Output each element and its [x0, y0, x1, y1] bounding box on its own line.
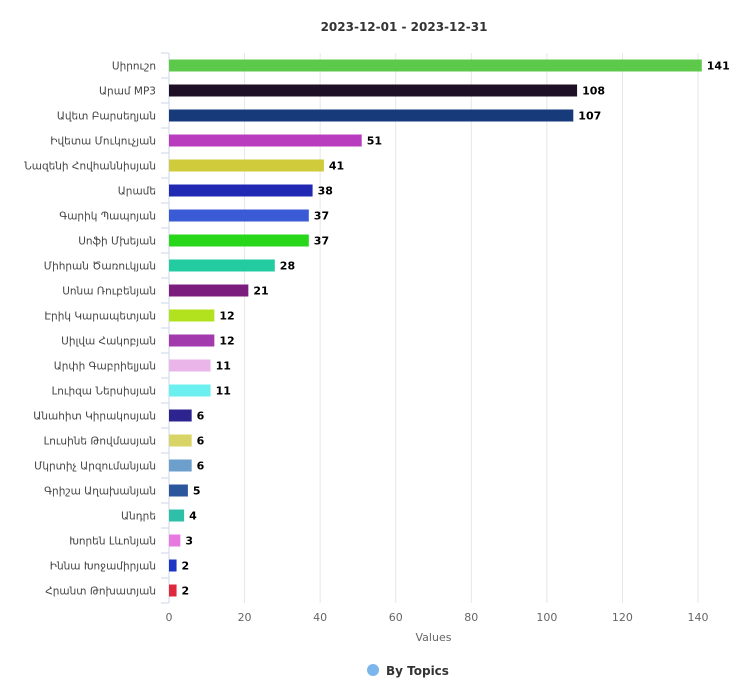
- bar: [169, 109, 574, 122]
- data-label: 38: [318, 185, 333, 198]
- data-label: 107: [578, 110, 601, 123]
- bar: [169, 259, 275, 272]
- x-tick-label: 100: [536, 611, 557, 624]
- data-label: 6: [197, 435, 205, 448]
- data-label: 11: [216, 385, 231, 398]
- category-label: Հրանտ Թոխատյան: [45, 586, 156, 598]
- category-label: Անահիտ Կիրակոսյան: [33, 411, 156, 423]
- bar: [169, 484, 188, 497]
- bar: [169, 534, 181, 547]
- data-label: 5: [193, 485, 201, 498]
- data-label: 4: [189, 510, 197, 523]
- category-label: Սիլվա Հակոբյան: [61, 336, 156, 348]
- category-label: Սիրուշո: [112, 61, 156, 73]
- bar: [169, 284, 249, 297]
- x-tick-label: 140: [688, 611, 709, 624]
- data-label: 37: [314, 235, 329, 248]
- category-label: Արամ MP3: [99, 86, 156, 98]
- category-label: Լուսինե Թովմասյան: [44, 436, 156, 448]
- data-label: 6: [197, 410, 205, 423]
- category-label: Միհրան Ծառուկյան: [44, 261, 156, 273]
- data-label: 21: [253, 285, 268, 298]
- category-label: Արփի Գաբրիելյան: [54, 361, 156, 373]
- category-label: Սոֆի Մխեյան: [78, 236, 156, 248]
- x-tick-label: 20: [238, 611, 252, 624]
- data-label: 37: [314, 210, 329, 223]
- category-label: Գարիկ Պապոյան: [59, 211, 156, 223]
- data-label: 12: [219, 310, 234, 323]
- data-label: 12: [219, 335, 234, 348]
- bar: [169, 84, 578, 97]
- bar: [169, 459, 192, 472]
- bar: [169, 559, 177, 572]
- bar: [169, 384, 211, 397]
- x-tick-label: 60: [389, 611, 403, 624]
- data-label: 6: [197, 460, 205, 473]
- bar: [169, 134, 362, 147]
- bar: [169, 59, 702, 72]
- bar: [169, 209, 309, 222]
- data-label: 2: [182, 585, 190, 598]
- bar: [169, 434, 192, 447]
- legend-label: By Topics: [386, 664, 449, 678]
- x-axis-title: Values: [416, 631, 452, 644]
- bar: [169, 584, 177, 597]
- category-label: Անդրե: [121, 511, 156, 523]
- bar: [169, 234, 309, 247]
- x-tick-label: 0: [166, 611, 173, 624]
- data-label: 28: [280, 260, 295, 273]
- category-label: Մկրտիչ Արզումանյան: [34, 461, 156, 473]
- data-label: 108: [582, 85, 605, 98]
- category-label: Իննա Խոջամիրյան: [50, 561, 156, 573]
- legend-marker: [367, 664, 379, 676]
- x-tick-label: 40: [313, 611, 327, 624]
- x-tick-label: 120: [612, 611, 633, 624]
- category-label: Լուիզա Ներսիսյան: [52, 386, 156, 398]
- category-label: Էրիկ Կարապետյան: [44, 311, 156, 323]
- chart-title: 2023-12-01 - 2023-12-31: [320, 20, 488, 34]
- bar: [169, 359, 211, 372]
- category-label: Գրիշա Աղախանյան: [44, 486, 156, 498]
- bar: [169, 509, 185, 522]
- category-label: Խորեն Լևոնյան: [69, 536, 156, 548]
- category-label: Նազենի Հովհաննիսյան: [24, 161, 156, 173]
- bar: [169, 184, 313, 197]
- category-label: Սոնա Ռուբենյան: [62, 286, 156, 298]
- category-label: Իվետա Մուկուչյան: [50, 136, 156, 148]
- data-label: 11: [216, 360, 231, 373]
- category-label: Արամե: [118, 186, 156, 198]
- bar: [169, 309, 215, 322]
- bar: [169, 409, 192, 422]
- data-label: 51: [367, 135, 382, 148]
- bar: [169, 159, 324, 172]
- data-label: 3: [185, 535, 193, 548]
- data-label: 41: [329, 160, 344, 173]
- bar: [169, 334, 215, 347]
- data-label: 141: [707, 60, 730, 73]
- category-label: Ավետ Բարսեղյան: [57, 111, 156, 123]
- x-tick-label: 80: [464, 611, 478, 624]
- data-label: 2: [182, 560, 190, 573]
